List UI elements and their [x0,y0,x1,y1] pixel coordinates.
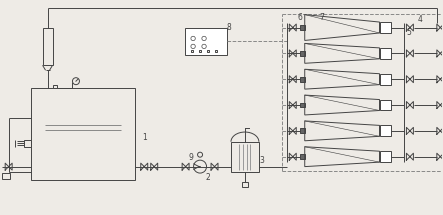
Bar [380,125,392,136]
Bar [300,103,305,108]
Bar [43,28,53,65]
Bar [31,88,135,180]
Text: 8: 8 [227,23,232,32]
Text: 7: 7 [320,12,325,22]
Bar [191,50,193,52]
Bar [199,50,201,52]
Bar [207,50,209,52]
Text: 5: 5 [406,28,411,37]
Bar [380,22,392,33]
Bar [24,140,31,147]
Bar [185,28,227,55]
Bar [300,128,305,133]
Bar [300,154,305,159]
Bar [380,74,392,85]
Bar [300,25,305,30]
Text: 6: 6 [298,12,303,22]
Bar [300,77,305,82]
Bar [380,48,392,59]
Bar [215,50,217,52]
Bar [242,181,248,187]
Text: 4: 4 [417,15,422,24]
Bar [380,100,392,111]
Bar [231,142,259,172]
Text: 1: 1 [142,133,147,142]
Bar [53,85,57,88]
Text: 2: 2 [205,172,210,181]
Text: 9: 9 [188,153,193,162]
Bar [300,51,305,56]
Text: 3: 3 [260,156,265,165]
Bar [380,151,392,162]
Bar [2,173,10,178]
